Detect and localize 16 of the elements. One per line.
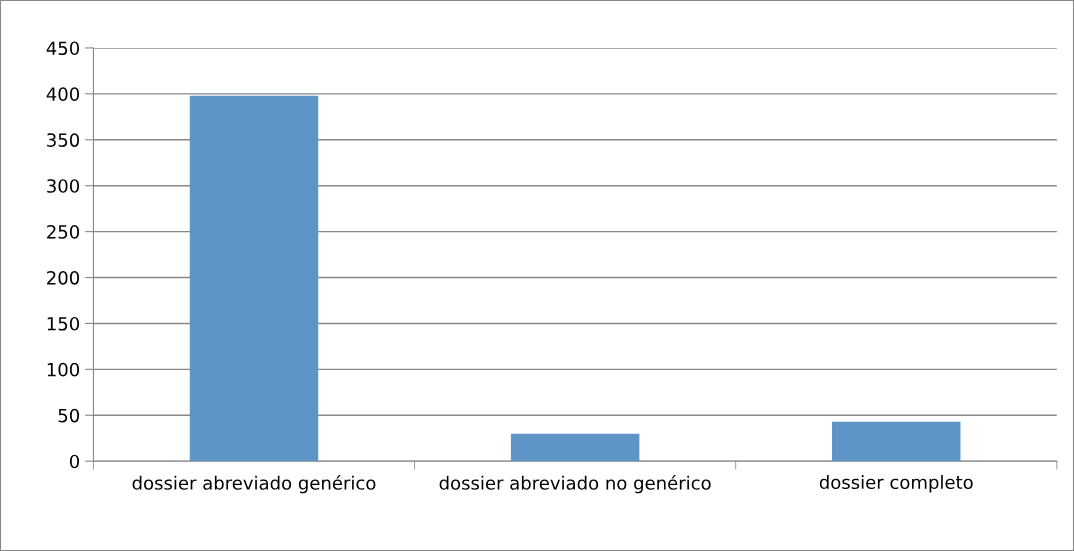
y-tick-label: 250 <box>47 225 80 239</box>
y-tick-label: 400 <box>46 87 80 101</box>
y-tick-label: 300 <box>47 179 80 193</box>
x-tick-label: dossier abreviado genérico <box>132 475 376 494</box>
y-tick-label: 200 <box>47 270 80 285</box>
x-tick-label: dossier abreviado no genérico <box>439 475 711 494</box>
y-tick-label: 0 <box>69 454 80 469</box>
bar <box>510 433 640 462</box>
bar <box>189 95 319 462</box>
bar <box>832 421 961 462</box>
y-tick-label: 100 <box>47 362 80 377</box>
y-tick-label: 150 <box>47 316 80 331</box>
y-tick-label: 50 <box>58 408 80 423</box>
y-tick-label: 450 <box>46 41 80 56</box>
x-tick-label: dossier completo <box>819 475 973 493</box>
y-tick-label: 350 <box>47 133 80 147</box>
